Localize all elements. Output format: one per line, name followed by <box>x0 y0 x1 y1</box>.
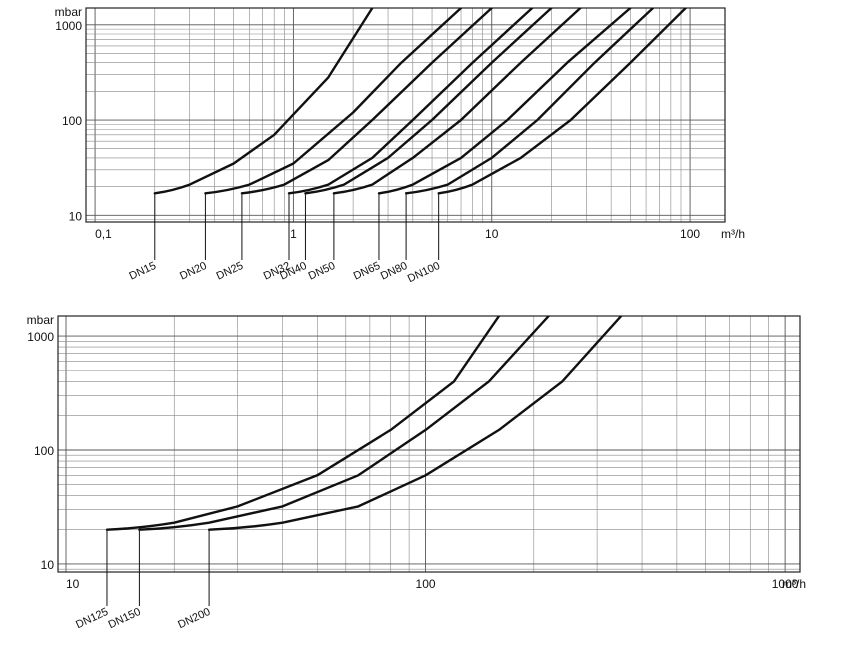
x-tick-label: 10 <box>66 577 80 591</box>
y-tick-label: 1000 <box>55 19 82 33</box>
grid <box>85 8 725 222</box>
y-tick-label: 100 <box>62 114 82 128</box>
series-line-dn32 <box>287 8 534 195</box>
series-line-dn65 <box>377 8 632 195</box>
series-label-dn100: DN100 <box>406 260 442 285</box>
series-line-dn80 <box>404 8 655 195</box>
x-unit-label: m³/h <box>782 577 806 591</box>
series-label-dn25: DN25 <box>215 260 246 283</box>
plot-frame <box>57 315 801 573</box>
series-label-dn80: DN80 <box>379 260 410 283</box>
x-tick-label: 1 <box>290 227 297 241</box>
series-line-dn50 <box>332 8 582 195</box>
series-label-dn125: DN125 <box>74 606 110 631</box>
x-tick-label: 1000 <box>772 577 799 591</box>
series-label-dn200: DN200 <box>176 606 212 631</box>
series-line-dn15 <box>153 8 374 195</box>
series-label-dn15: DN15 <box>127 260 158 283</box>
series-label-dn150: DN150 <box>107 606 143 631</box>
series-label-dn50: DN50 <box>307 260 338 283</box>
y-tick-label: 10 <box>41 558 55 572</box>
series-line-dn20 <box>204 8 463 195</box>
grid <box>58 316 800 572</box>
series-line-dn40 <box>304 8 553 195</box>
series-line-dn200 <box>207 316 623 531</box>
series-label-dn20: DN20 <box>178 260 209 283</box>
x-tick-label: 10 <box>485 227 499 241</box>
series-line-dn100 <box>437 8 687 195</box>
y-tick-label: 100 <box>34 444 54 458</box>
x-tick-label: 100 <box>416 577 436 591</box>
y-tick-label: 1000 <box>27 330 54 344</box>
x-tick-label: 0,1 <box>95 227 112 241</box>
y-tick-label: 10 <box>69 209 83 223</box>
series-line-dn125 <box>105 316 501 531</box>
y-unit-label: mbar <box>27 313 54 327</box>
x-tick-label: 100 <box>680 227 700 241</box>
plot-frame <box>85 7 726 223</box>
series-line-dn25 <box>240 8 493 195</box>
series-line-dn150 <box>138 316 550 531</box>
x-unit-label: m³/h <box>721 227 745 241</box>
y-unit-label: mbar <box>55 5 82 19</box>
